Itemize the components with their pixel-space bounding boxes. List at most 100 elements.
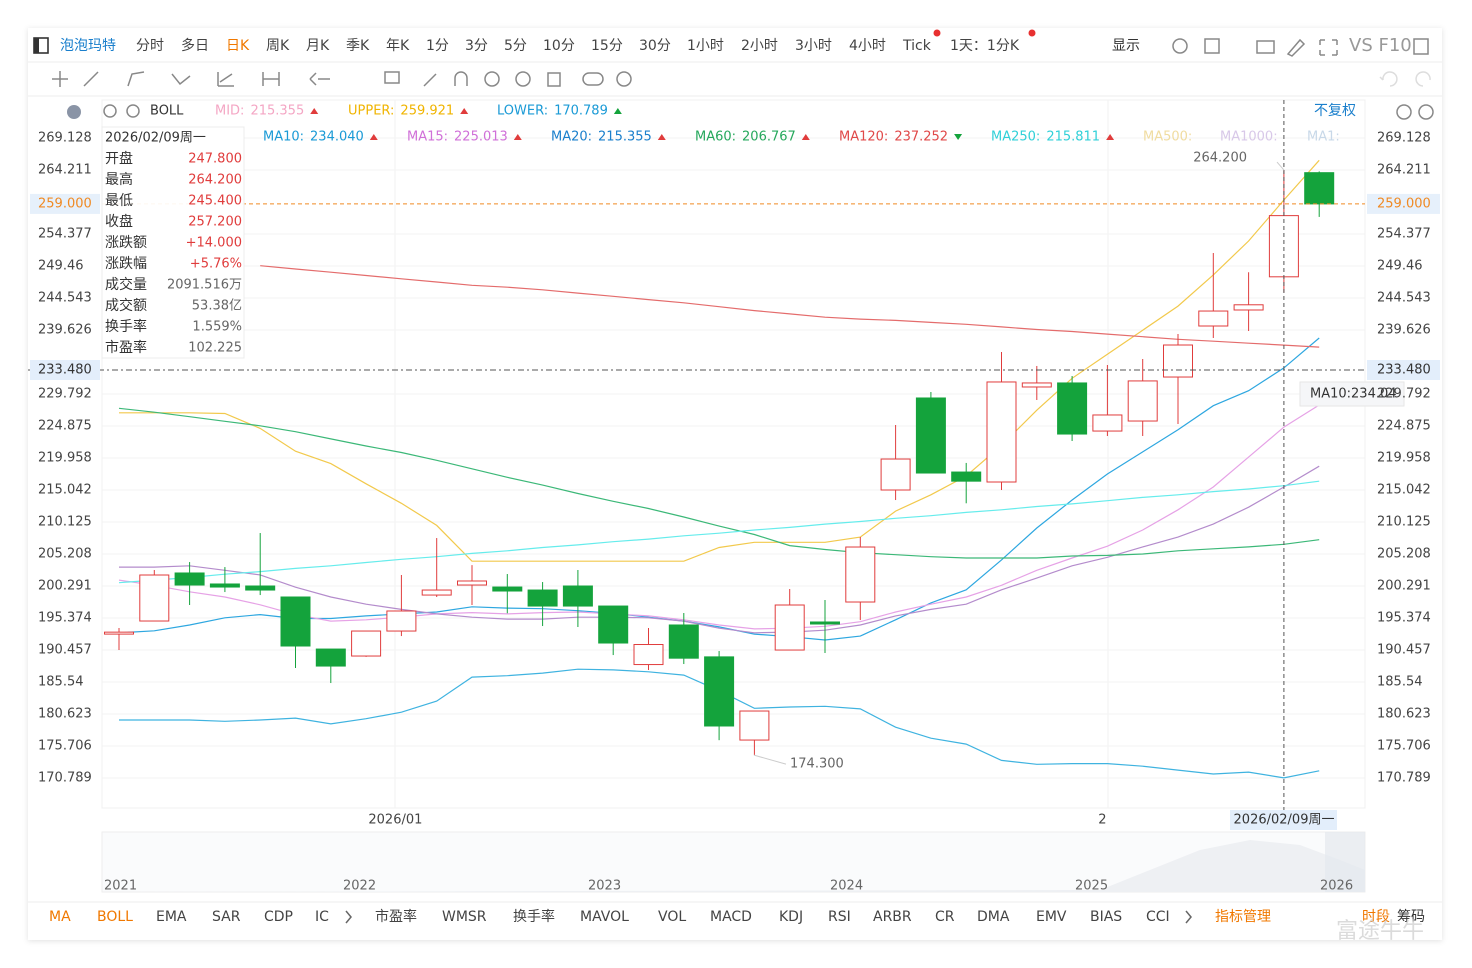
zoom-in-icon[interactable] <box>1418 104 1434 120</box>
period-tab[interactable]: 5分 <box>504 38 527 54</box>
collapse-icon[interactable] <box>67 105 81 119</box>
navigator-area <box>102 840 1365 892</box>
indicator-tab[interactable]: WMSR <box>442 909 487 925</box>
ma-label: MA20: <box>551 130 592 145</box>
info-label: 收盘 <box>105 213 133 230</box>
y-tick-label: 224.875 <box>38 419 92 434</box>
candle-body <box>315 648 346 667</box>
period-tab[interactable]: 30分 <box>639 38 671 54</box>
indicator-tab[interactable]: BIAS <box>1090 909 1122 925</box>
vs-f10[interactable]: VS F10 <box>1349 35 1412 56</box>
indicator-line <box>119 465 1320 634</box>
period-tab[interactable]: 3分 <box>465 38 488 54</box>
period-tab[interactable]: 3小时 <box>795 38 832 54</box>
layout-icon[interactable] <box>1204 38 1220 54</box>
boll-item-label: UPPER: <box>348 104 394 119</box>
indicator-tab[interactable]: VOL <box>658 909 686 925</box>
scroll-arrow[interactable] <box>1185 910 1192 924</box>
indicator-tab[interactable]: 换手率 <box>513 908 555 925</box>
period-tab[interactable]: 1分 <box>426 38 449 54</box>
indicator-tab[interactable]: MACD <box>710 909 752 925</box>
scroll-arrow[interactable] <box>345 910 352 924</box>
fullscreen-icon[interactable] <box>1319 39 1338 56</box>
indicator-tab[interactable]: ARBR <box>873 909 912 925</box>
panel-icon[interactable] <box>1413 38 1429 55</box>
ma-label: MA250: <box>991 130 1040 145</box>
annotation-leader <box>753 754 787 765</box>
info-date: 2026/02/09周一 <box>105 131 206 146</box>
y-tick-label: 200.291 <box>38 578 92 593</box>
candle-body <box>245 585 276 591</box>
indicator-tab[interactable]: EMA <box>156 909 187 925</box>
session-tab[interactable]: 时段 <box>1362 909 1390 925</box>
settings-icon[interactable] <box>1172 38 1188 54</box>
indicator-tab[interactable]: CDP <box>264 909 293 925</box>
magnet-icon[interactable] <box>454 71 468 86</box>
indicator-tab[interactable]: MAVOL <box>580 909 629 925</box>
indicator-tab[interactable]: 市盈率 <box>375 908 417 925</box>
period-tab[interactable]: 多日 <box>181 37 209 54</box>
period-tab[interactable]: 季K <box>346 38 370 54</box>
period-tab[interactable]: 4小时 <box>849 38 886 54</box>
period-tab[interactable]: 日K <box>226 38 250 54</box>
redo-icon[interactable] <box>1415 71 1431 87</box>
wave-icon[interactable] <box>171 73 191 86</box>
boll-settings-icon[interactable] <box>103 104 117 118</box>
link-icon[interactable] <box>582 72 604 86</box>
indicator-tab[interactable]: DMA <box>977 909 1010 925</box>
trend-marker <box>657 134 666 140</box>
line-icon[interactable] <box>83 71 99 87</box>
period-tab[interactable]: 月K <box>306 38 330 54</box>
y-tick-label: 195.374 <box>38 610 92 625</box>
settings-icon[interactable] <box>616 71 632 87</box>
draw-icon[interactable] <box>1286 38 1306 57</box>
fib-icon[interactable] <box>217 72 234 87</box>
period-tab[interactable]: 2小时 <box>741 38 778 54</box>
indicator-tab[interactable]: KDJ <box>779 909 803 925</box>
period-tab[interactable]: 周K <box>266 38 290 54</box>
indicator-tab[interactable]: SAR <box>212 909 241 925</box>
period-tab[interactable]: 年K <box>386 38 410 54</box>
candle-body <box>739 710 770 741</box>
period-tab[interactable]: 1小时 <box>687 38 724 54</box>
undo-icon[interactable] <box>1379 71 1398 87</box>
candle-body <box>915 397 946 474</box>
indicator-tab[interactable]: CCI <box>1146 909 1170 925</box>
trash-icon[interactable] <box>547 72 561 87</box>
lock-icon[interactable] <box>484 71 500 87</box>
indicator-tab[interactable]: CR <box>935 909 955 925</box>
chips-tab[interactable]: 筹码 <box>1397 908 1425 925</box>
period-tab[interactable]: Tick <box>902 38 932 54</box>
note-icon[interactable] <box>384 71 400 84</box>
period-tab[interactable]: 1天：1分K <box>950 38 1020 54</box>
trend-marker <box>513 134 522 140</box>
poly-icon[interactable] <box>127 71 145 87</box>
indicator-manage[interactable]: 指标管理 <box>1215 909 1271 925</box>
arrow-icon[interactable] <box>309 72 330 86</box>
info-value: 264.200 <box>188 173 242 188</box>
boll-label[interactable]: BOLL <box>150 104 184 119</box>
zoom-out-icon[interactable] <box>1396 104 1412 120</box>
navigator-window[interactable] <box>1325 832 1365 892</box>
hide-icon[interactable] <box>515 71 531 87</box>
pen-icon[interactable] <box>423 73 437 87</box>
stock-name[interactable]: 泡泡玛特 <box>60 38 116 54</box>
sidebar-icon-fill <box>34 38 39 53</box>
crosshair-date-bg <box>1230 810 1337 830</box>
indicator-tab[interactable]: EMV <box>1036 909 1067 925</box>
camera-icon[interactable] <box>1256 40 1275 54</box>
period-tab[interactable]: 分时 <box>136 38 164 54</box>
indicator-tab[interactable]: MA <box>49 909 71 925</box>
annotation: 264.200 <box>1193 151 1247 166</box>
display-menu[interactable]: 显示 <box>1112 38 1140 54</box>
indicator-tab[interactable]: BOLL <box>97 909 133 925</box>
boll-close-icon[interactable] <box>126 104 140 118</box>
move-icon[interactable] <box>52 71 68 87</box>
indicator-tab[interactable]: IC <box>315 909 329 925</box>
period-tab[interactable]: 10分 <box>543 38 575 54</box>
indicator-tab[interactable]: RSI <box>828 909 851 925</box>
measure-icon[interactable] <box>262 72 280 86</box>
adjust-mode[interactable]: 不复权 <box>1314 102 1356 119</box>
period-tab[interactable]: 15分 <box>591 38 623 54</box>
trend-marker <box>310 108 319 114</box>
